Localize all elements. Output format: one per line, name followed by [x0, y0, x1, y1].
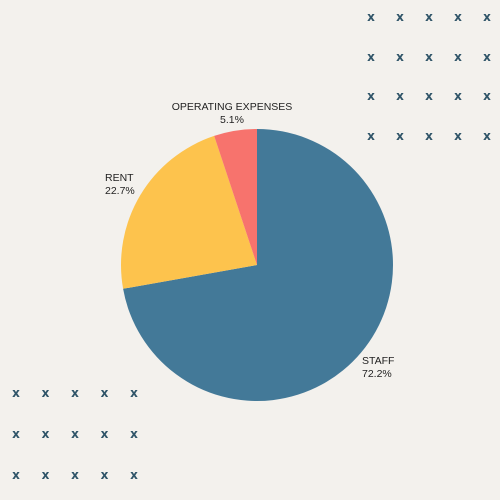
x-mark-icon: x: [425, 49, 433, 64]
x-mark-icon: x: [71, 386, 79, 400]
x-mark-icon: x: [12, 386, 20, 400]
slice-percent-staff: 72.2%: [362, 367, 392, 380]
x-mark-icon: x: [396, 129, 404, 144]
pie-slice-staff: [123, 129, 394, 401]
x-mark-icon: x: [12, 427, 20, 441]
x-mark-icon: x: [396, 49, 404, 64]
x-mark-icon: x: [483, 129, 491, 144]
x-mark-icon: x: [454, 89, 462, 104]
x-mark-icon: x: [454, 129, 462, 144]
x-mark-icon: x: [454, 10, 462, 24]
x-mark-icon: x: [483, 10, 491, 24]
slice-label-operating-expenses: OPERATING EXPENSES 5.1%: [172, 101, 293, 126]
x-mark-icon: x: [483, 89, 491, 104]
x-mark-icon: x: [130, 386, 138, 400]
x-mark-icon: x: [367, 10, 375, 24]
x-mark-icon: x: [130, 468, 138, 482]
x-mark-icon: x: [41, 386, 50, 400]
slice-name-staff: STAFF: [362, 355, 395, 367]
slice-percent-operating-expenses: 5.1%: [220, 113, 244, 126]
slice-percent-rent: 22.7%: [105, 184, 135, 197]
slice-label-staff: STAFF 72.2%: [362, 355, 394, 380]
x-mark-icon: x: [425, 129, 433, 144]
x-mark-icon: x: [41, 468, 50, 482]
x-mark-icon: x: [130, 427, 138, 441]
slice-name-operating-expenses: OPERATING EXPENSES: [171, 101, 293, 113]
x-mark-icon: x: [367, 49, 375, 64]
x-mark-icon: x: [71, 427, 79, 441]
x-mark-icon: x: [425, 10, 433, 24]
x-mark-icon: x: [367, 89, 375, 104]
pie-slice-operating-expenses: [214, 129, 257, 265]
x-mark-icon: x: [396, 10, 404, 24]
x-mark-icon: x: [100, 427, 109, 441]
x-mark-icon: x: [41, 427, 50, 441]
x-mark-icon: x: [71, 468, 79, 482]
slice-label-rent: RENT 22.7%: [105, 172, 135, 197]
x-mark-icon: x: [100, 468, 109, 482]
x-mark-icon: x: [12, 468, 20, 482]
pie-slice-rent: [121, 135, 257, 289]
x-mark-icon: x: [367, 129, 375, 144]
x-mark-icon: x: [425, 89, 433, 104]
x-mark-icon: x: [454, 49, 462, 64]
x-mark-icon: x: [396, 89, 404, 104]
x-mark-icon: x: [483, 49, 491, 64]
slice-name-rent: RENT: [105, 172, 134, 184]
x-mark-icon: x: [100, 386, 109, 400]
